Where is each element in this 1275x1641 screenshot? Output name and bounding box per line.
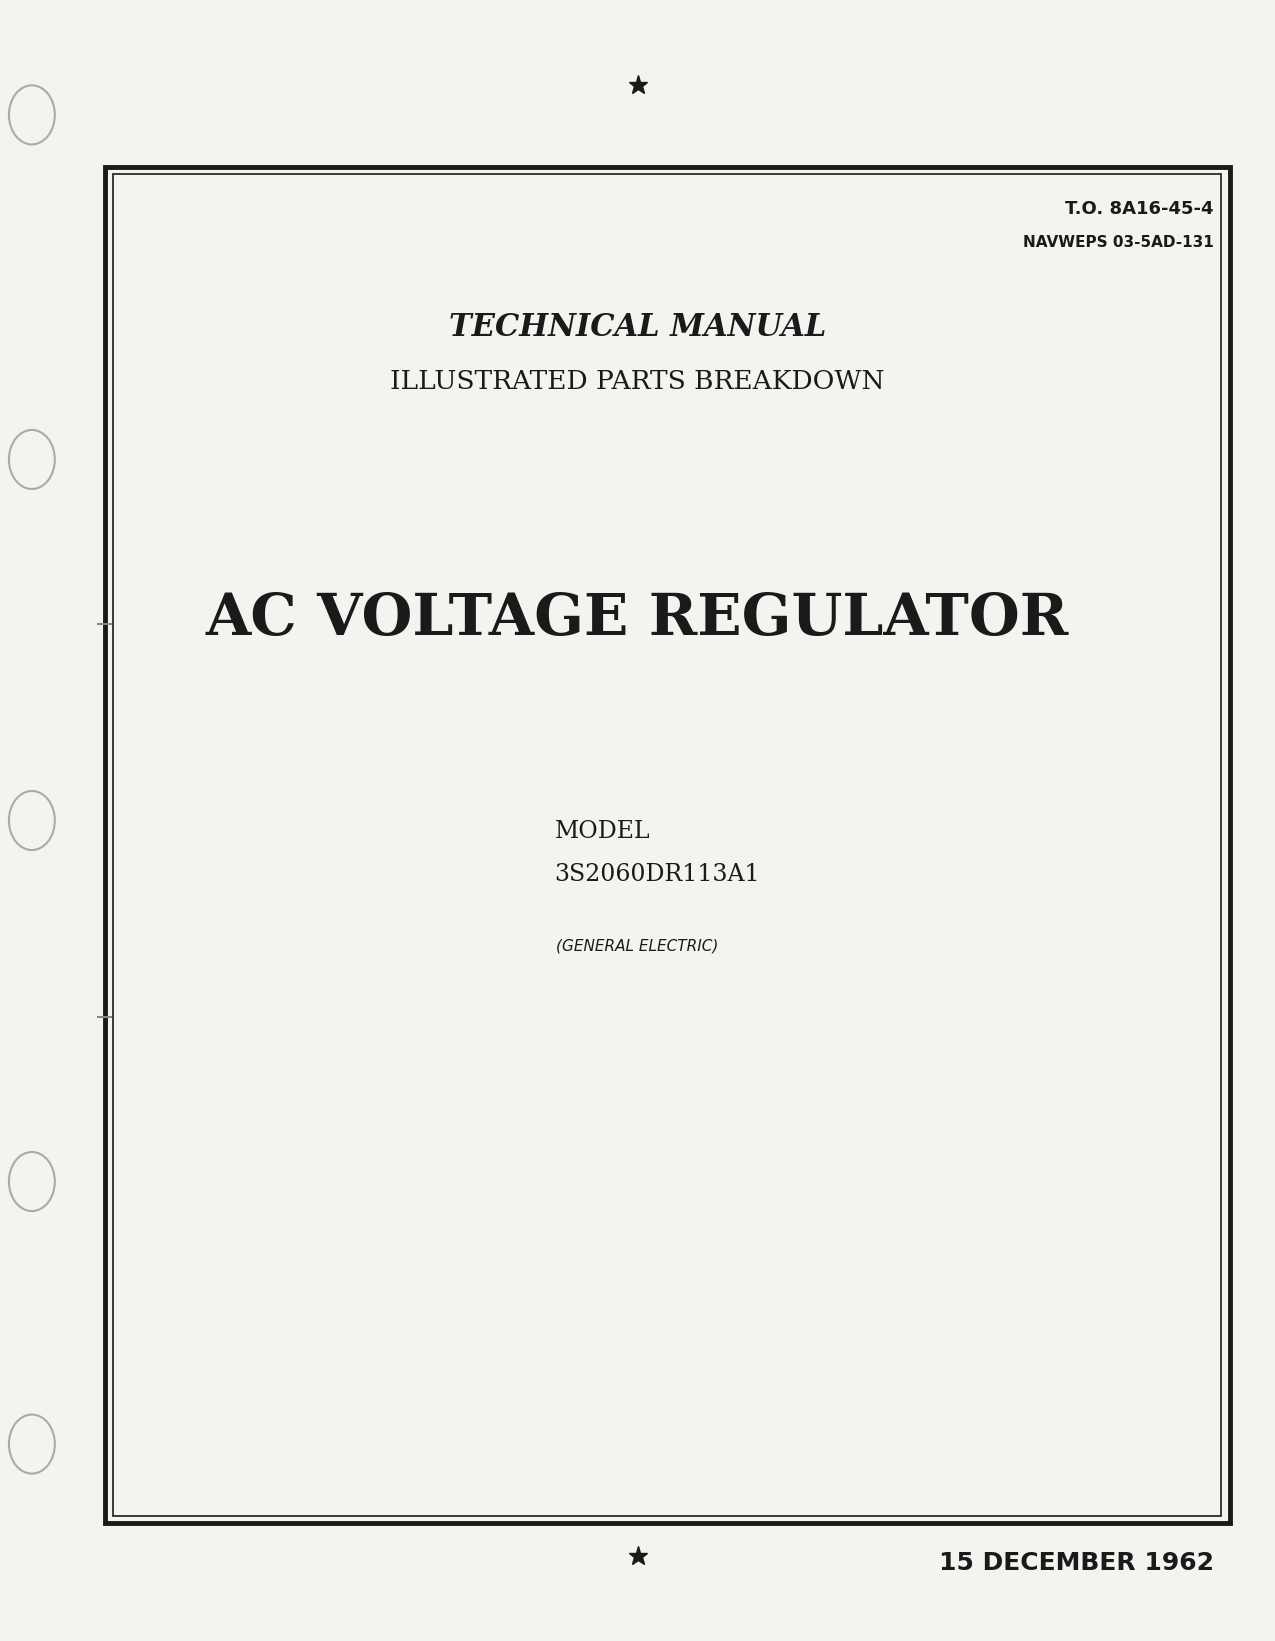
Circle shape xyxy=(9,1152,55,1211)
Circle shape xyxy=(9,1415,55,1474)
Bar xyxy=(105,167,1230,1523)
Text: MODEL: MODEL xyxy=(555,820,650,843)
Text: ILLUSTRATED PARTS BREAKDOWN: ILLUSTRATED PARTS BREAKDOWN xyxy=(390,369,885,394)
Circle shape xyxy=(9,85,55,144)
Text: NAVWEPS 03-5AD-131: NAVWEPS 03-5AD-131 xyxy=(1023,235,1214,249)
Text: 15 DECEMBER 1962: 15 DECEMBER 1962 xyxy=(938,1551,1214,1575)
Text: T.O. 8A16-45-4: T.O. 8A16-45-4 xyxy=(1066,200,1214,218)
Text: TECHNICAL MANUAL: TECHNICAL MANUAL xyxy=(449,312,826,343)
Circle shape xyxy=(9,430,55,489)
Text: (GENERAL ELECTRIC): (GENERAL ELECTRIC) xyxy=(556,939,719,953)
Text: 3S2060DR113A1: 3S2060DR113A1 xyxy=(555,863,760,886)
Text: AC VOLTAGE REGULATOR: AC VOLTAGE REGULATOR xyxy=(205,591,1070,647)
Circle shape xyxy=(9,791,55,850)
Bar xyxy=(113,174,1221,1516)
